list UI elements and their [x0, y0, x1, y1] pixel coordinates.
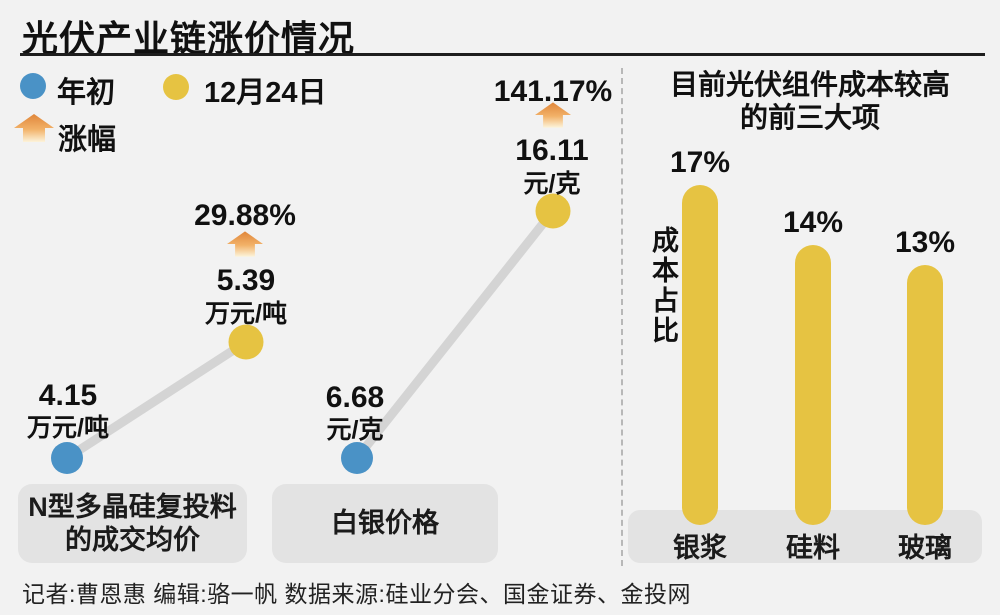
polysilicon-end-dot — [228, 324, 264, 360]
bar-glass — [907, 265, 943, 525]
legend-change-label: 涨幅 — [58, 124, 117, 156]
legend-end-dot-icon — [163, 74, 189, 100]
cost-chart-title-line1: 目前光伏组件成本较高 — [669, 69, 950, 100]
polysilicon-connector-line — [62, 337, 251, 463]
polysilicon-category-line2: 的成交均价 — [65, 524, 200, 555]
silver-start-value: 6.68 — [325, 381, 385, 414]
legend-start-label: 年初 — [57, 77, 116, 109]
bar-category-label: 玻璃 — [898, 533, 952, 563]
silver-category-box: 白银价格 — [272, 484, 498, 563]
silver-end-dot — [535, 193, 571, 229]
silver-start-unit: 元/克 — [326, 416, 384, 444]
bar-silicon — [795, 245, 831, 525]
bar-category-label: 硅料 — [786, 533, 840, 563]
bar-category-label: 银浆 — [673, 533, 727, 563]
polysilicon-start-value: 4.15 — [38, 379, 98, 412]
polysilicon-category-line1: N型多晶硅复投料 — [28, 491, 237, 522]
bar-value-label: 13% — [894, 226, 956, 259]
silver-connector-line — [352, 206, 558, 463]
silver-start-dot — [341, 442, 373, 474]
bar-group-silver-paste: 17% — [655, 146, 745, 525]
bar-group-glass: 13% — [880, 226, 970, 525]
polysilicon-change-pct: 29.88% — [194, 199, 296, 232]
bar-value-label: 14% — [782, 206, 844, 239]
cost-axis-label: 成本占比 — [648, 226, 678, 346]
polysilicon-end-value: 5.39 — [216, 264, 276, 297]
footer-credits: 记者:曹恩惠 编辑:骆一帆 数据来源:硅业分会、国金证券、金投网 — [22, 581, 691, 607]
legend-end-label: 12月24日 — [204, 77, 327, 109]
silver-increase-arrow-icon — [535, 102, 571, 128]
silver-end-unit: 元/克 — [523, 170, 581, 198]
legend-start-dot-icon — [20, 73, 46, 99]
silver-change-pct: 141.17% — [493, 75, 613, 108]
silver-category-label: 白银价格 — [331, 508, 439, 538]
cost-chart-title: 目前光伏组件成本较高 的前三大项 — [630, 68, 990, 134]
section-divider — [621, 68, 623, 566]
polysilicon-start-unit: 万元/吨 — [27, 414, 109, 442]
bar-value-label: 17% — [669, 146, 731, 179]
polysilicon-increase-arrow-icon — [227, 231, 263, 257]
polysilicon-start-dot — [51, 442, 83, 474]
page-title: 光伏产业链涨价情况 — [22, 18, 356, 59]
bar-silver-paste — [682, 185, 718, 525]
silver-end-value: 16.11 — [515, 134, 589, 167]
polysilicon-end-unit: 万元/吨 — [205, 300, 287, 328]
bar-group-silicon: 14% — [768, 206, 858, 525]
increase-arrow-icon — [14, 114, 54, 142]
polysilicon-category-box: N型多晶硅复投料 的成交均价 — [18, 484, 247, 563]
cost-chart-title-line2: 的前三大项 — [739, 102, 880, 133]
title-underline — [20, 53, 985, 56]
